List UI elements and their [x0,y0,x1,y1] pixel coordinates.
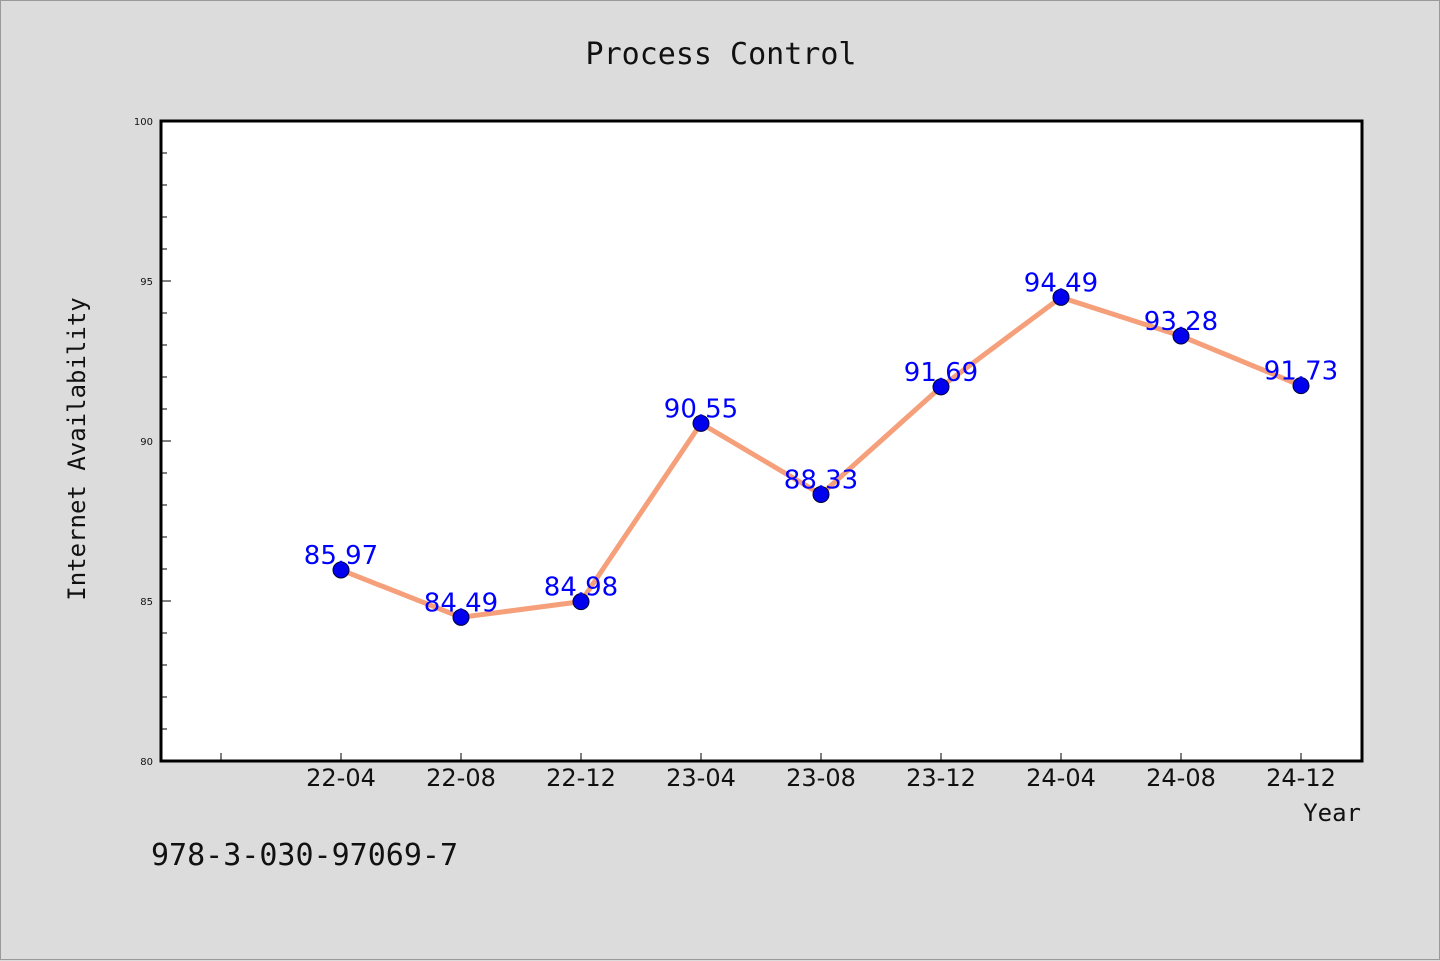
y-tick-label: 85 [140,597,153,608]
data-label: 93.28 [1144,307,1218,337]
data-point [1052,288,1070,306]
series-layer [332,288,1310,626]
x-tick-label: 22-08 [426,764,496,792]
data-point [692,414,710,432]
data-point [572,593,590,611]
data-point [812,485,830,503]
data-point [1292,377,1310,395]
data-label: 84.49 [424,588,498,618]
x-tick-label: 22-12 [546,764,616,792]
y-tick-label: 95 [140,277,153,288]
footer-isbn: 978-3-030-97069-7 [151,838,458,873]
data-label: 84.98 [544,573,618,603]
x-tick-label: 23-04 [666,764,736,792]
x-tick-label: 24-12 [1266,764,1336,792]
x-tick-label: 22-04 [306,764,376,792]
data-label: 91.69 [904,358,978,388]
x-axis-title: Year [1303,799,1361,827]
data-labels: 85.97 84.49 84.98 90.55 88.33 91.69 94.49 93.28… [304,268,1338,618]
data-point [1172,327,1190,345]
chart-title: Process Control [586,37,857,72]
data-label: 90.55 [664,394,738,424]
data-label: 94.49 [1024,268,1098,298]
y-tick-label: 100 [134,117,153,128]
data-point [932,378,950,396]
y-tick-label: 80 [140,757,153,768]
plot-area [159,119,1364,763]
x-axis: 22-04 22-08 22-12 23-04 23-08 23-12 24-04 24-08… [220,753,1336,792]
y-tick-label: 90 [140,437,153,448]
x-tick-label: 23-08 [786,764,856,792]
x-tick-label: 24-04 [1026,764,1096,792]
data-point [332,561,350,579]
x-tick-label: 24-08 [1146,764,1216,792]
y-axis: 80 85 90 95 100 [134,117,171,768]
data-label: 91.73 [1264,357,1338,387]
y-axis-title: Internet Availability [63,297,91,600]
x-tick-label: 23-12 [906,764,976,792]
data-point [452,608,470,626]
data-label: 88.33 [784,465,858,495]
data-label: 85.97 [304,541,378,571]
